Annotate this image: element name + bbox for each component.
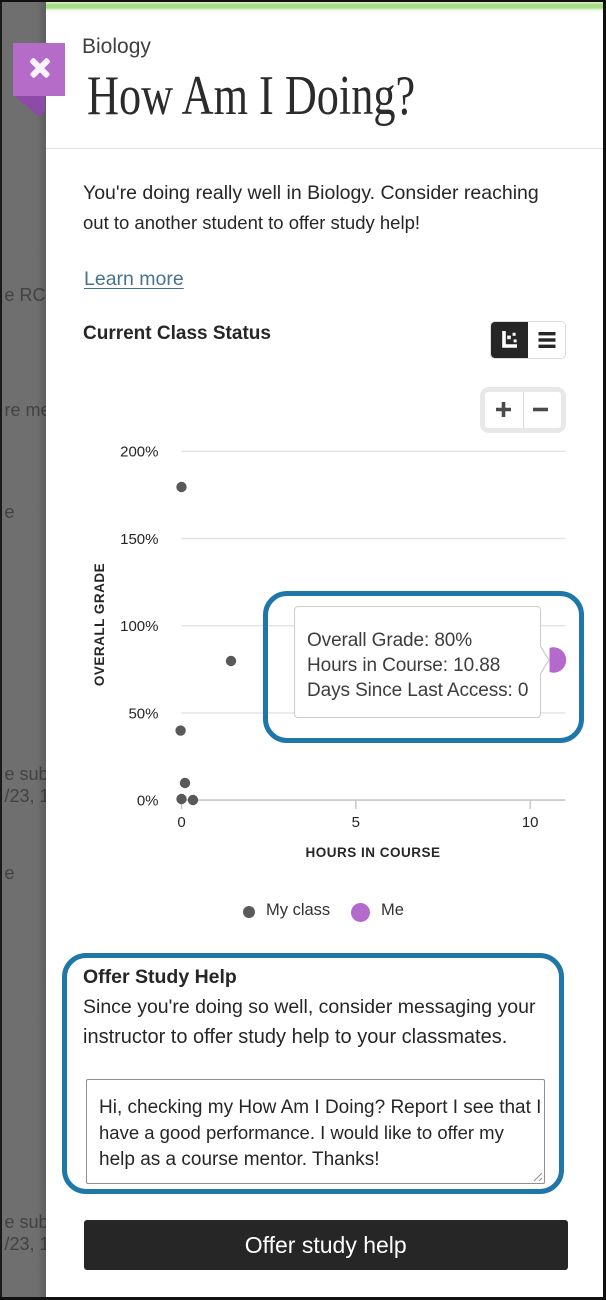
- svg-text:150%: 150%: [120, 531, 158, 548]
- svg-text:0%: 0%: [137, 793, 159, 810]
- svg-text:200%: 200%: [120, 444, 158, 461]
- svg-text:OVERALL GRADE: OVERALL GRADE: [92, 563, 107, 686]
- svg-text:HOURS IN COURSE: HOURS IN COURSE: [305, 845, 440, 860]
- svg-text:0: 0: [177, 814, 185, 831]
- svg-text:50%: 50%: [128, 705, 158, 722]
- svg-text:10: 10: [522, 814, 539, 831]
- svg-text:100%: 100%: [120, 618, 158, 635]
- svg-text:5: 5: [352, 814, 360, 831]
